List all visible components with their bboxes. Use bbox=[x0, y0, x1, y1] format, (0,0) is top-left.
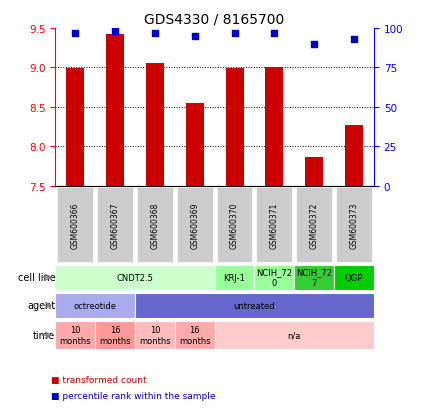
Text: ■ transformed count: ■ transformed count bbox=[51, 375, 147, 384]
FancyBboxPatch shape bbox=[336, 188, 372, 262]
FancyBboxPatch shape bbox=[57, 188, 93, 262]
Text: cell line: cell line bbox=[17, 273, 55, 282]
Text: CNDT2.5: CNDT2.5 bbox=[116, 273, 153, 282]
Text: QGP: QGP bbox=[345, 273, 363, 282]
Point bbox=[311, 41, 317, 48]
Text: GSM600371: GSM600371 bbox=[270, 202, 279, 248]
Text: ■ percentile rank within the sample: ■ percentile rank within the sample bbox=[51, 391, 215, 400]
Text: GSM600366: GSM600366 bbox=[71, 202, 79, 248]
FancyBboxPatch shape bbox=[255, 265, 294, 290]
Text: GSM600368: GSM600368 bbox=[150, 202, 159, 248]
Point bbox=[191, 33, 198, 40]
FancyBboxPatch shape bbox=[135, 293, 374, 318]
Bar bbox=[146, 64, 164, 187]
Point bbox=[72, 30, 79, 37]
FancyBboxPatch shape bbox=[135, 321, 175, 349]
Bar bbox=[266, 68, 283, 187]
FancyBboxPatch shape bbox=[55, 265, 215, 290]
Bar bbox=[186, 104, 204, 187]
FancyBboxPatch shape bbox=[177, 188, 212, 262]
Text: time: time bbox=[33, 330, 55, 340]
Text: GSM600369: GSM600369 bbox=[190, 202, 199, 248]
Point bbox=[351, 37, 357, 43]
Text: GSM600370: GSM600370 bbox=[230, 202, 239, 248]
Bar bbox=[345, 126, 363, 187]
Text: NCIH_72
0: NCIH_72 0 bbox=[256, 268, 292, 287]
Text: octreotide: octreotide bbox=[74, 301, 116, 310]
Point bbox=[271, 30, 278, 37]
FancyBboxPatch shape bbox=[296, 188, 332, 262]
Text: GSM600373: GSM600373 bbox=[350, 202, 359, 248]
FancyBboxPatch shape bbox=[175, 321, 215, 349]
Title: GDS4330 / 8165700: GDS4330 / 8165700 bbox=[144, 12, 285, 26]
Text: untreated: untreated bbox=[234, 301, 275, 310]
FancyBboxPatch shape bbox=[215, 265, 255, 290]
FancyBboxPatch shape bbox=[215, 321, 374, 349]
Point bbox=[231, 30, 238, 37]
FancyBboxPatch shape bbox=[217, 188, 252, 262]
Text: KRJ-1: KRJ-1 bbox=[224, 273, 246, 282]
Bar bbox=[106, 35, 124, 187]
Point bbox=[112, 29, 119, 36]
Text: 10
months: 10 months bbox=[139, 325, 171, 345]
Bar bbox=[66, 69, 84, 187]
FancyBboxPatch shape bbox=[334, 265, 374, 290]
Text: 10
months: 10 months bbox=[60, 325, 91, 345]
FancyBboxPatch shape bbox=[55, 321, 95, 349]
FancyBboxPatch shape bbox=[256, 188, 292, 262]
Text: n/a: n/a bbox=[288, 331, 301, 340]
Text: 16
months: 16 months bbox=[99, 325, 131, 345]
Text: agent: agent bbox=[27, 301, 55, 311]
FancyBboxPatch shape bbox=[294, 265, 334, 290]
Point bbox=[151, 30, 158, 37]
Bar bbox=[226, 69, 244, 187]
Text: NCIH_72
7: NCIH_72 7 bbox=[296, 268, 332, 287]
FancyBboxPatch shape bbox=[137, 188, 173, 262]
FancyBboxPatch shape bbox=[97, 188, 133, 262]
Text: GSM600367: GSM600367 bbox=[110, 202, 119, 248]
Text: 16
months: 16 months bbox=[179, 325, 210, 345]
Text: GSM600372: GSM600372 bbox=[310, 202, 319, 248]
FancyBboxPatch shape bbox=[55, 293, 135, 318]
Bar bbox=[305, 158, 323, 187]
FancyBboxPatch shape bbox=[95, 321, 135, 349]
